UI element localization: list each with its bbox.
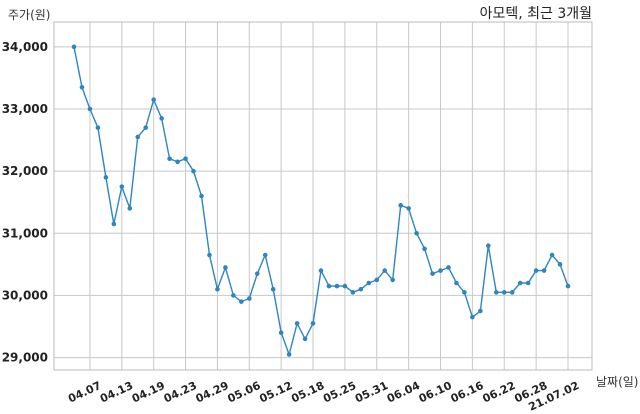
data-point xyxy=(438,268,443,273)
data-point xyxy=(239,299,244,304)
price-line xyxy=(73,46,569,357)
y-tick-label: 30,000 xyxy=(2,288,48,302)
x-tick-label: 04.23 xyxy=(162,379,199,405)
x-tick-label: 04.07 xyxy=(66,379,103,405)
data-point xyxy=(151,97,156,102)
data-point xyxy=(462,290,467,295)
data-point xyxy=(310,321,316,326)
data-point xyxy=(302,336,308,342)
y-tick-label: 31,000 xyxy=(2,226,48,240)
data-point xyxy=(334,283,340,289)
data-point xyxy=(454,280,459,286)
data-point xyxy=(79,84,85,90)
data-point xyxy=(422,246,427,252)
y-tick-label: 32,000 xyxy=(2,164,48,178)
data-point xyxy=(486,243,491,249)
data-point xyxy=(557,262,563,267)
data-point xyxy=(390,277,396,283)
x-gridlines xyxy=(89,22,569,370)
price-points xyxy=(71,44,571,357)
data-point xyxy=(71,44,77,50)
y-axis-label: 주가(원) xyxy=(8,8,50,22)
data-point xyxy=(430,271,435,276)
data-point xyxy=(231,293,236,298)
data-point xyxy=(127,206,133,211)
data-point xyxy=(175,159,180,165)
x-tick-label: 05.18 xyxy=(289,379,326,405)
data-point xyxy=(565,283,571,289)
y-tick-label: 29,000 xyxy=(2,351,48,365)
data-point xyxy=(270,286,276,292)
data-point xyxy=(446,265,451,270)
data-point xyxy=(517,280,523,286)
data-point xyxy=(374,277,380,283)
data-point xyxy=(342,283,348,289)
y-axis-ticks: 29,000 30,000 31,000 32,000 33,000 34,000 xyxy=(2,40,48,365)
data-point xyxy=(167,156,172,162)
data-point xyxy=(318,268,324,273)
x-tick-label: 06.04 xyxy=(385,379,422,406)
x-tick-label: 04.13 xyxy=(98,379,135,405)
data-point xyxy=(87,106,93,112)
data-point xyxy=(95,125,101,130)
data-point xyxy=(103,175,109,180)
data-point xyxy=(191,168,196,174)
x-tick-label: 06.22 xyxy=(480,379,517,405)
x-tick-label: 05.06 xyxy=(226,379,263,406)
data-point xyxy=(525,280,531,286)
x-axis-ticks: 04.0704.1304.1904.2304.2905.0605.1205.18… xyxy=(66,379,581,414)
data-point xyxy=(262,252,268,258)
data-point xyxy=(159,116,164,121)
data-point xyxy=(119,184,125,189)
data-point xyxy=(215,286,220,292)
data-point xyxy=(501,290,507,295)
data-point xyxy=(358,286,364,292)
x-tick-label: 04.19 xyxy=(130,379,167,405)
data-point xyxy=(406,206,411,211)
plot-frame xyxy=(53,21,593,371)
data-point xyxy=(382,268,388,273)
data-point xyxy=(199,193,204,199)
y-tick-label: 33,000 xyxy=(2,102,48,116)
y-gridlines xyxy=(54,46,592,359)
data-point xyxy=(549,252,555,258)
data-point xyxy=(223,265,228,270)
data-point xyxy=(470,314,475,320)
data-point xyxy=(254,271,260,276)
data-point xyxy=(414,230,419,236)
x-tick-label: 05.12 xyxy=(257,379,294,405)
data-point xyxy=(493,290,499,295)
x-axis-label: 날짜(일) xyxy=(596,375,638,389)
data-point xyxy=(246,296,252,301)
x-tick-label: 04.29 xyxy=(194,379,231,405)
data-point xyxy=(111,221,117,227)
x-tick-label: 06.10 xyxy=(417,379,454,406)
y-tick-label: 34,000 xyxy=(2,40,48,54)
data-point xyxy=(278,330,284,336)
data-point xyxy=(398,203,403,208)
data-point xyxy=(509,290,515,295)
data-point xyxy=(294,321,300,326)
data-point xyxy=(135,134,141,140)
chart-title: 아모텍, 최근 3개월 xyxy=(480,6,592,22)
x-tick-label: 05.31 xyxy=(353,379,390,405)
data-point xyxy=(541,268,547,273)
data-point xyxy=(478,308,483,314)
data-point xyxy=(533,268,539,273)
data-point xyxy=(207,252,212,258)
data-point xyxy=(143,125,149,130)
data-point xyxy=(366,280,372,286)
data-point xyxy=(183,156,188,162)
x-tick-label: 05.25 xyxy=(321,379,358,405)
data-point xyxy=(326,283,332,289)
data-point xyxy=(286,352,292,357)
x-tick-label: 06.16 xyxy=(449,379,486,406)
data-point xyxy=(350,290,356,295)
